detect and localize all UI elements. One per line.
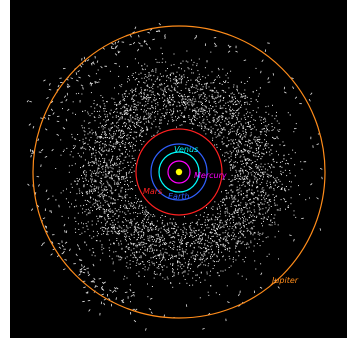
mercury-orbit	[167, 160, 191, 184]
asteroid-belt	[52, 47, 310, 303]
jupiter-label: Jupiter	[270, 276, 299, 285]
earth-orbit	[150, 143, 208, 201]
mars-label: Mars	[143, 187, 162, 196]
venus-orbit	[158, 151, 200, 193]
solar-system-diagram: Venus Mercury Mars Earth Jupiter	[10, 0, 347, 338]
mercury-label: Mercury	[194, 171, 227, 180]
orbit-plot: Venus Mercury Mars Earth Jupiter	[26, 23, 326, 331]
mars-orbit	[135, 128, 223, 216]
jupiter-orbit	[32, 25, 326, 319]
venus-label: Venus	[174, 145, 198, 154]
sun	[175, 168, 183, 176]
earth-label: Earth	[168, 192, 189, 201]
